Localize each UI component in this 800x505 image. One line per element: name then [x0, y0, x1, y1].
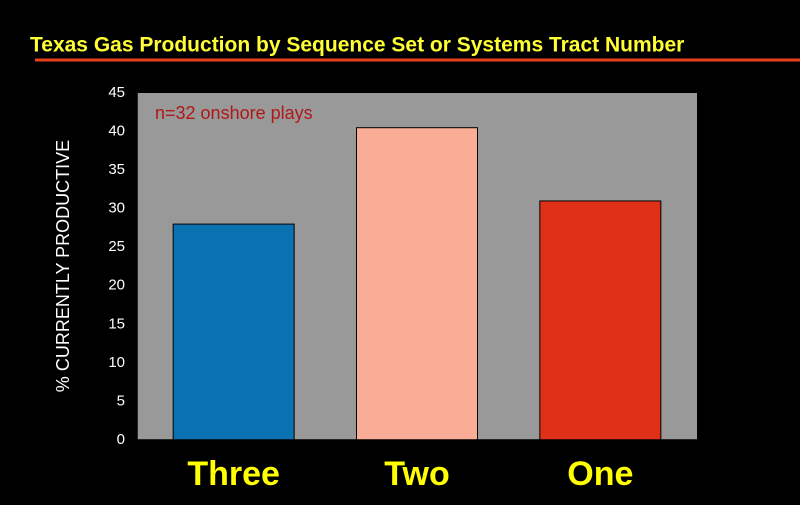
bar — [539, 200, 662, 441]
y-axis-label: % CURRENTLY PRODUCTIVE — [53, 140, 73, 392]
chart-title: Texas Gas Production by Sequence Set or … — [30, 34, 684, 57]
y-tick-label: 25 — [108, 238, 125, 255]
y-tick-label: 30 — [108, 200, 125, 217]
y-tick-label: 35 — [108, 161, 125, 178]
x-tick-label: Two — [384, 455, 449, 493]
y-tick-label: 0 — [117, 431, 125, 448]
y-tick-label: 10 — [108, 354, 125, 371]
bar — [172, 223, 295, 441]
annotation: n=32 onshore plays — [155, 103, 313, 123]
y-tick-label: 20 — [108, 277, 125, 294]
bar — [356, 127, 478, 441]
x-tick-label: Three — [187, 455, 280, 493]
marks — [172, 127, 662, 441]
y-tick-label: 45 — [108, 84, 125, 101]
y-tick-label: 15 — [108, 315, 125, 332]
y-tick-label: 5 — [117, 392, 125, 409]
y-tick-label: 40 — [108, 123, 125, 140]
x-tick-label: One — [567, 455, 633, 493]
